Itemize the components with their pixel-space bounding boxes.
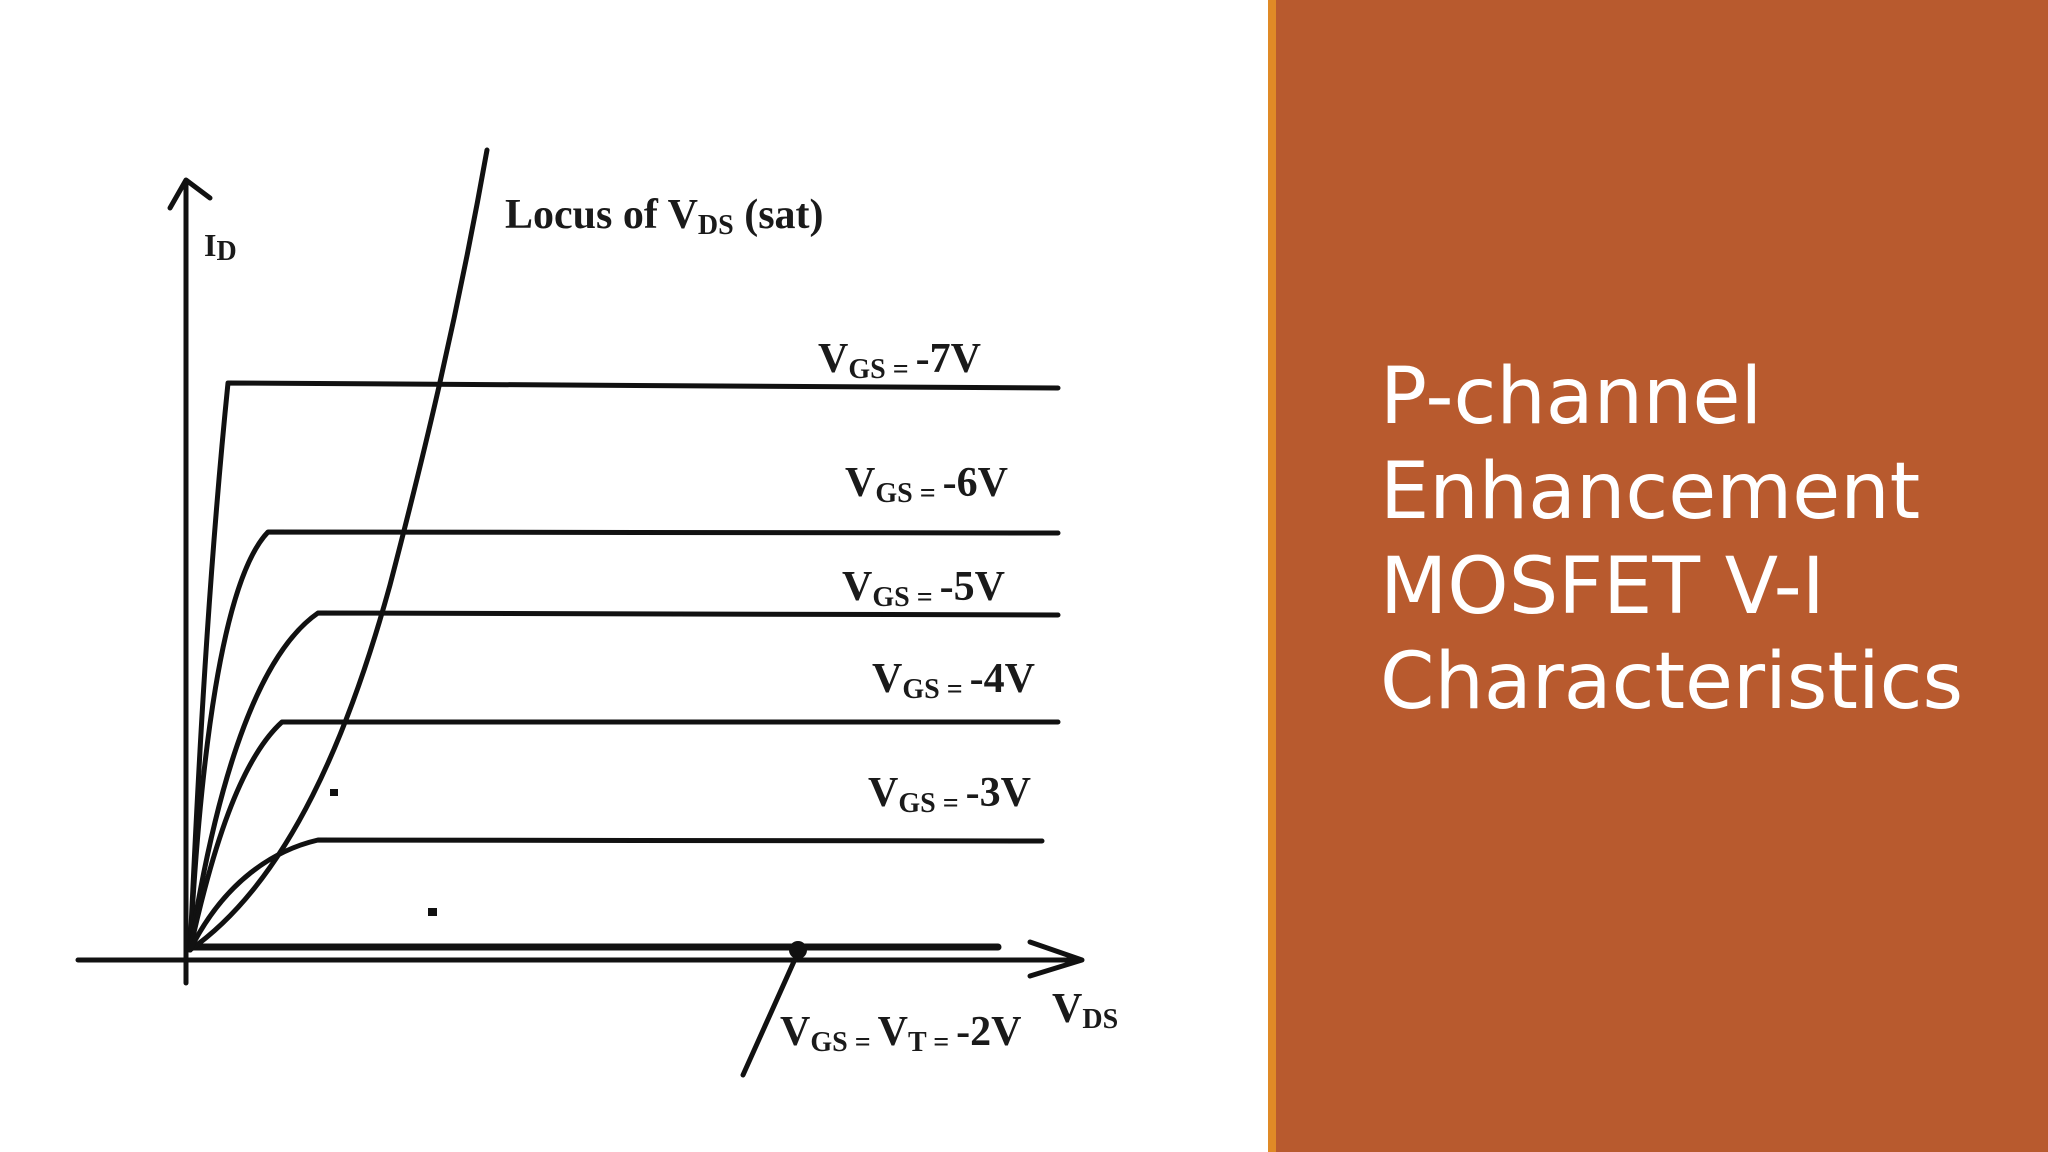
curve-vgs-4 xyxy=(187,719,1061,953)
curve-vgs-6 xyxy=(187,529,1061,953)
x-axis-arrowhead xyxy=(1027,939,1085,979)
title-line-1: P-channel xyxy=(1380,352,1763,442)
y-axis-label: ID xyxy=(204,227,237,267)
title-line-2: Enhancement xyxy=(1380,447,1921,537)
title-line-4: Characteristics xyxy=(1380,637,1964,727)
threshold-pointer xyxy=(740,945,803,1078)
vi-characteristics-diagram: ID Locus of VDS (sat) VGS = -7V VGS = -6… xyxy=(75,147,1118,1078)
threshold-point xyxy=(789,941,807,959)
threshold-label: VGS = VT = -2V xyxy=(780,1009,1021,1058)
x-axis-label: VDS xyxy=(1052,986,1118,1035)
label-vgs-7: VGS = -7V xyxy=(818,336,981,385)
slide-title: P-channel Enhancement MOSFET V-I Charact… xyxy=(1380,350,2020,730)
label-vgs-5: VGS = -5V xyxy=(842,564,1005,613)
locus-label: Locus of VDS (sat) xyxy=(505,192,824,241)
label-vgs-3: VGS = -3V xyxy=(868,770,1031,819)
label-vgs-4: VGS = -4V xyxy=(872,656,1035,705)
title-line-3: MOSFET V-I xyxy=(1380,542,1825,632)
curve-vgs-7 xyxy=(187,380,1061,953)
curve-vgs-3 xyxy=(187,837,1045,953)
y-axis-arrowhead xyxy=(167,177,213,211)
curve-vgs-5 xyxy=(187,610,1061,953)
label-vgs-6: VGS = -6V xyxy=(845,460,1008,509)
locus-curve xyxy=(187,147,490,953)
stray-dot xyxy=(428,908,437,916)
characteristics-figure: ID Locus of VDS (sat) VGS = -7V VGS = -6… xyxy=(75,147,1119,1078)
title-panel: P-channel Enhancement MOSFET V-I Charact… xyxy=(1268,0,2048,1152)
locus-tick xyxy=(330,789,338,796)
